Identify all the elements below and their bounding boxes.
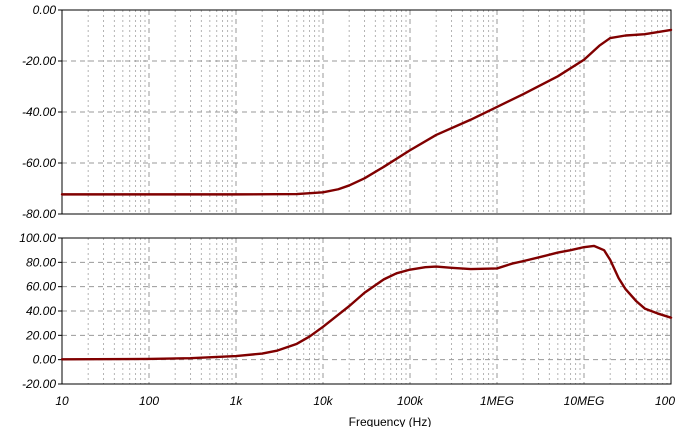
phase-y-tick-label: 40.00 (26, 304, 56, 318)
phase-y-tick-label: 80.00 (26, 255, 56, 269)
x-tick-label: 100 (139, 394, 159, 408)
x-tick-label: 10MEG (564, 394, 605, 408)
x-tick-label: 1k (230, 394, 244, 408)
gain-y-tick-label: 0.00 (33, 3, 57, 17)
phase-y-tick-label: 100.00 (19, 231, 56, 245)
gain-y-tick-label: -60.00 (22, 156, 56, 170)
x-tick-labels: 10 100 1k 10k 100k 1MEG 10MEG 100 (55, 394, 675, 408)
x-axis-title: Frequency (Hz) (349, 415, 432, 427)
x-tick-label: 10k (313, 394, 333, 408)
phase-y-tick-label: 60.00 (26, 280, 56, 294)
gain-y-tick-label: -80.00 (22, 207, 56, 221)
phase-grid (62, 238, 671, 384)
x-tick-label: 100 (655, 394, 675, 408)
x-tick-label: 100k (397, 394, 424, 408)
gain-y-tick-label: -40.00 (22, 105, 56, 119)
gain-series-line (60, 28, 673, 196)
gain-y-tick-label: -20.00 (22, 54, 56, 68)
gain-y-tick-labels: 0.00 -20.00 -40.00 -60.00 -80.00 (22, 3, 62, 221)
x-tick-label: 1MEG (480, 394, 514, 408)
phase-series-line (60, 244, 673, 361)
phase-y-tick-label: -20.00 (22, 377, 56, 391)
gain-panel: 0.00 -20.00 -40.00 -60.00 -80.00 (22, 3, 673, 221)
phase-y-tick-label: 0.00 (33, 353, 57, 367)
x-tick-label: 10 (55, 394, 69, 408)
phase-y-tick-labels: 100.00 80.00 60.00 40.00 20.00 0.00 -20.00 (19, 231, 62, 391)
gain-grid (62, 10, 671, 214)
phase-y-tick-label: 20.00 (25, 328, 56, 342)
phase-panel: 100.00 80.00 60.00 40.00 20.00 0.00 -20.00 (19, 231, 673, 391)
